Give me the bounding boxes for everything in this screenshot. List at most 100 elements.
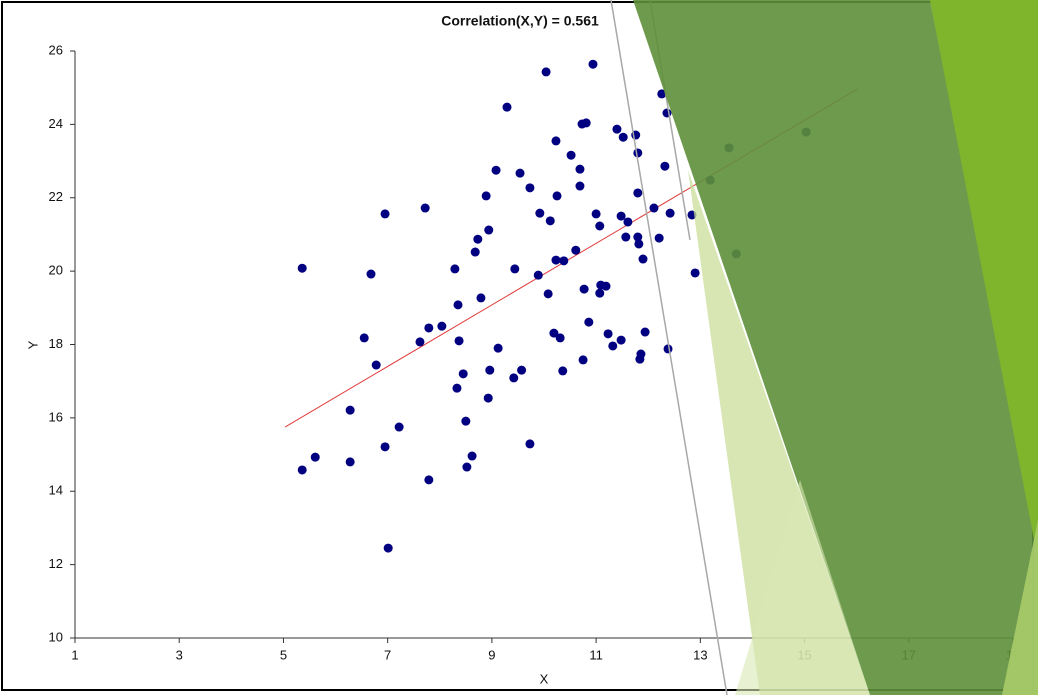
x-tick-label: 13 (693, 647, 707, 662)
point (492, 166, 501, 175)
point (619, 133, 628, 142)
point (634, 239, 643, 248)
x-tick-label: 11 (589, 647, 603, 662)
point (691, 268, 700, 277)
point (602, 282, 611, 291)
point (559, 256, 568, 265)
point (360, 333, 369, 342)
x-tick-label: 1 (71, 647, 78, 662)
point (617, 336, 626, 345)
point (455, 336, 464, 345)
point (454, 300, 463, 309)
point (621, 233, 630, 242)
point (664, 344, 673, 353)
point (535, 209, 544, 218)
point (452, 384, 461, 393)
point (415, 337, 424, 346)
point (542, 67, 551, 76)
y-tick-label: 10 (49, 629, 63, 644)
point (534, 271, 543, 280)
point (612, 125, 621, 134)
point (724, 143, 733, 152)
chart: Correlation(X,Y) = 0.561 X Y 10121416182… (0, 0, 1038, 695)
point (471, 248, 480, 257)
point (666, 209, 675, 218)
point (592, 209, 601, 218)
slide: Correlation(X,Y) = 0.561 X Y 10121416182… (0, 0, 1038, 695)
point (462, 463, 471, 472)
point (476, 293, 485, 302)
point (575, 182, 584, 191)
point (311, 453, 320, 462)
point (484, 226, 493, 235)
point (494, 344, 503, 353)
y-tick-label: 24 (49, 116, 63, 131)
point (660, 162, 669, 171)
point (298, 264, 307, 273)
point (588, 60, 597, 69)
point (580, 285, 589, 294)
point (802, 128, 811, 137)
point (546, 216, 555, 225)
point (633, 188, 642, 197)
y-tick-label: 14 (49, 483, 63, 498)
point (424, 475, 433, 484)
y-tick-label: 16 (49, 409, 63, 424)
y-tick-label: 20 (49, 263, 63, 278)
point (595, 221, 604, 230)
point (553, 191, 562, 200)
point (641, 328, 650, 337)
point (617, 212, 626, 221)
x-tick-label: 9 (488, 647, 495, 662)
x-tick-label: 19 (1006, 647, 1020, 662)
point (298, 465, 307, 474)
point (655, 234, 664, 243)
point (608, 341, 617, 350)
point (639, 255, 648, 264)
y-axis-label: Y (25, 340, 40, 349)
point (633, 148, 642, 157)
point (346, 457, 355, 466)
chart-title: Correlation(X,Y) = 0.561 (441, 13, 599, 29)
x-tick-label: 5 (280, 647, 287, 662)
point (437, 322, 446, 331)
frame (2, 2, 1033, 690)
point (584, 318, 593, 327)
point (482, 191, 491, 200)
y-tick-label: 26 (49, 42, 63, 57)
point (636, 350, 645, 359)
point (517, 366, 526, 375)
point (558, 366, 567, 375)
x-tick-label: 3 (176, 647, 183, 662)
point (424, 323, 433, 332)
point (575, 165, 584, 174)
point (484, 394, 493, 403)
y-tick-label: 18 (49, 336, 63, 351)
point (372, 361, 381, 370)
point (604, 329, 613, 338)
point (579, 355, 588, 364)
point (582, 118, 591, 127)
point (662, 109, 671, 118)
point (595, 289, 604, 298)
point (473, 235, 482, 244)
point (381, 209, 390, 218)
point (631, 131, 640, 140)
point (732, 249, 741, 258)
point (551, 256, 560, 265)
point (649, 204, 658, 213)
point (687, 210, 696, 219)
point (395, 423, 404, 432)
point (381, 442, 390, 451)
point (510, 264, 519, 273)
point (525, 183, 534, 192)
point (485, 366, 494, 375)
point (509, 373, 518, 382)
point (461, 417, 470, 426)
point (366, 270, 375, 279)
point (567, 151, 576, 160)
x-tick-label: 17 (902, 647, 916, 662)
x-tick-label: 15 (797, 647, 811, 662)
point (706, 176, 715, 185)
point (450, 264, 459, 273)
